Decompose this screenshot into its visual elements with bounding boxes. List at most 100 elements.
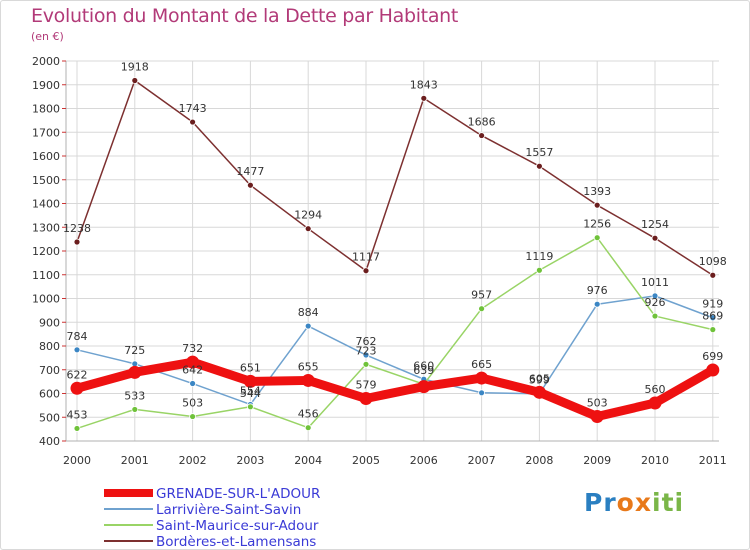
data-label: 1294 <box>294 209 322 222</box>
legend: GRENADE-SUR-L'ADOURLarrivière-Saint-Savi… <box>104 486 320 549</box>
logo-letter: i <box>674 488 685 517</box>
legend-label-0: GRENADE-SUR-L'ADOUR <box>156 486 320 502</box>
logo-letter: t <box>661 488 675 517</box>
data-point <box>362 267 370 275</box>
data-point <box>651 234 659 242</box>
data-point <box>189 380 197 387</box>
logo-letter: i <box>652 488 662 517</box>
data-label: 665 <box>471 358 492 371</box>
data-label: 869 <box>702 310 723 323</box>
logo-letter: x <box>634 488 652 517</box>
series-line-1 <box>76 295 714 406</box>
x-tick-label: 2008 <box>525 454 553 467</box>
y-tick-label: 2000 <box>32 55 60 68</box>
data-point <box>478 389 486 397</box>
data-point <box>301 373 315 387</box>
data-label: 651 <box>240 361 261 374</box>
data-label: 957 <box>471 289 492 302</box>
legend-label-1: Larrivière-Saint-Savin <box>156 502 301 518</box>
data-point <box>73 238 81 246</box>
x-tick-label: 2005 <box>352 454 380 467</box>
data-label: 560 <box>645 383 666 396</box>
data-label: 660 <box>413 359 434 372</box>
data-point <box>304 424 312 432</box>
data-label: 453 <box>67 408 88 421</box>
data-point <box>189 413 197 420</box>
data-label: 655 <box>298 360 319 373</box>
data-point <box>478 305 486 313</box>
data-label: 1477 <box>236 165 264 178</box>
chart-title: Evolution du Montant de la Dette par Hab… <box>31 5 459 27</box>
y-tick-label: 1000 <box>32 293 60 306</box>
data-point <box>536 266 543 274</box>
data-label: 1393 <box>583 185 611 198</box>
data-label: 554 <box>240 384 261 397</box>
data-label: 732 <box>182 342 203 355</box>
data-label: 599 <box>529 374 550 387</box>
data-point <box>648 396 662 410</box>
data-label: 642 <box>182 364 203 377</box>
x-tick-label: 2000 <box>63 454 91 467</box>
data-point <box>128 365 142 379</box>
data-point <box>532 385 546 399</box>
x-tick-label: 2003 <box>236 454 264 467</box>
data-label: 919 <box>702 298 723 311</box>
data-point <box>362 351 370 359</box>
data-point <box>131 77 139 84</box>
data-label: 976 <box>587 284 608 297</box>
data-label: 1254 <box>641 218 669 231</box>
y-tick-label: 800 <box>39 340 60 353</box>
data-point <box>709 271 717 279</box>
data-point <box>478 132 486 139</box>
data-label: 1117 <box>352 251 380 264</box>
series-line-3 <box>76 79 714 276</box>
data-point <box>709 314 717 322</box>
data-label: 1918 <box>121 60 149 73</box>
data-point <box>131 406 139 413</box>
data-label: 622 <box>67 368 88 381</box>
x-tick-label: 2010 <box>641 454 669 467</box>
data-point <box>536 162 543 170</box>
data-point <box>706 363 720 377</box>
data-labels: 622 732 651 655 579 665 605 503 560 699 784 725 642 5… <box>63 60 727 421</box>
x-tick-label: 2007 <box>468 454 496 467</box>
y-tick-label: 1200 <box>32 245 60 258</box>
y-tick-label: 1300 <box>32 221 60 234</box>
data-point <box>246 181 254 189</box>
x-tick-label: 2004 <box>294 454 322 467</box>
data-label: 1557 <box>525 146 553 159</box>
data-label: 579 <box>356 378 377 391</box>
data-point <box>362 360 370 368</box>
data-label: 605 <box>529 372 550 385</box>
data-point <box>73 425 81 432</box>
data-label: 723 <box>356 344 377 357</box>
data-point <box>243 374 257 388</box>
series-line-2 <box>76 236 714 430</box>
x-tick-label: 2009 <box>583 454 611 467</box>
y-tick-label: 1600 <box>32 150 60 163</box>
data-point <box>70 381 84 395</box>
data-label: 1743 <box>179 102 207 115</box>
data-point <box>590 410 604 424</box>
data-label: 639 <box>413 364 434 377</box>
x-tick-label: 2001 <box>121 454 149 467</box>
data-point <box>593 201 601 209</box>
data-point <box>593 234 601 242</box>
data-label: 503 <box>587 397 608 410</box>
y-tick-label: 400 <box>39 435 60 448</box>
data-label: 1119 <box>525 250 553 263</box>
data-label: 1098 <box>699 255 727 268</box>
data-point <box>304 225 312 233</box>
logo-letter: o <box>616 488 635 517</box>
proxiti-logo: Proxiti <box>584 488 684 517</box>
y-tick-label: 1100 <box>32 269 60 282</box>
y-tick-label: 500 <box>39 411 60 424</box>
legend-label-2: Saint-Maurice-sur-Adour <box>156 518 319 534</box>
data-label: 544 <box>240 387 261 400</box>
data-label: 884 <box>298 306 319 319</box>
y-tick-label: 1700 <box>32 126 60 139</box>
data-label: 503 <box>182 397 203 410</box>
y-tick-label: 1900 <box>32 79 60 92</box>
data-point <box>420 94 428 102</box>
